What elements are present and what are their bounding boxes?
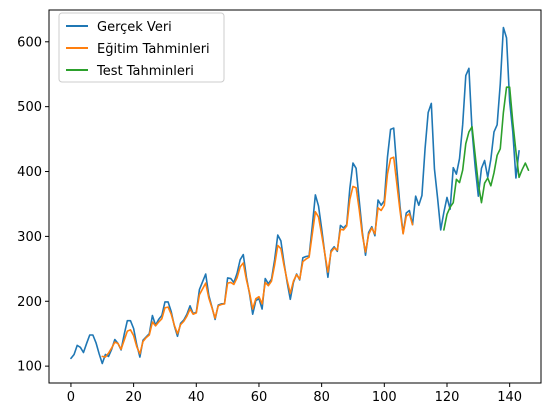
x-tick-label: 60 xyxy=(251,390,268,405)
legend-label-test-tahminleri: Test Tahminleri xyxy=(96,64,194,79)
x-tick-label: 120 xyxy=(435,390,460,405)
x-tick-label: 80 xyxy=(313,390,330,405)
x-tick-label: 100 xyxy=(372,390,397,405)
x-tick-label: 20 xyxy=(125,390,142,405)
y-tick-label: 500 xyxy=(17,100,42,115)
legend-label-gercek-veri: Gerçek Veri xyxy=(97,20,172,35)
y-tick-label: 200 xyxy=(17,295,42,310)
x-tick-label: 40 xyxy=(188,390,205,405)
legend-label-egitim-tahminleri: Eğitim Tahminleri xyxy=(97,42,210,57)
x-tick-label: 0 xyxy=(67,390,75,405)
x-tick-label: 140 xyxy=(497,390,522,405)
y-tick-label: 600 xyxy=(17,35,42,50)
y-tick-label: 300 xyxy=(17,230,42,245)
y-tick-label: 400 xyxy=(17,165,42,180)
legend: Gerçek Veri Eğitim Tahminleri Test Tahmi… xyxy=(59,13,224,82)
y-tick-label: 100 xyxy=(17,360,42,375)
